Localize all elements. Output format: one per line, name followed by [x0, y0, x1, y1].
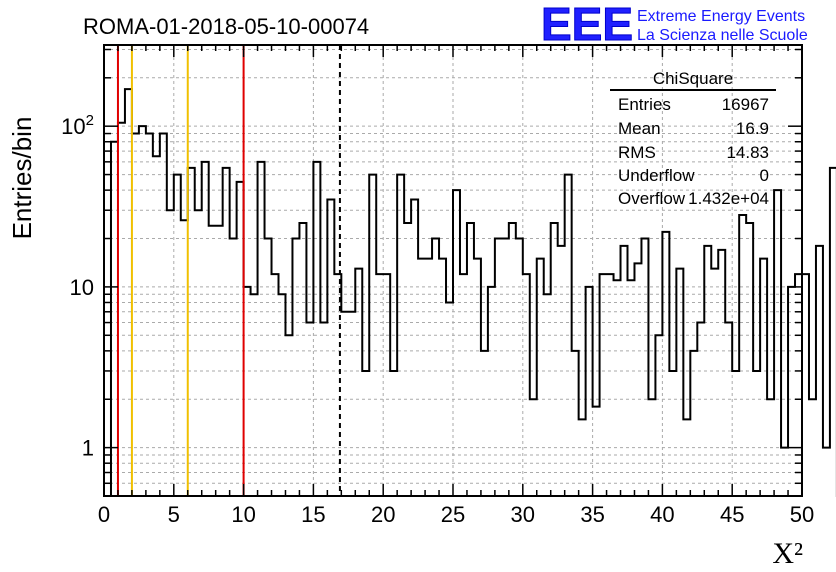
x-tick-label-10: 50	[790, 502, 814, 527]
y-axis-title: Entries/bin	[7, 117, 37, 240]
x-tick-label-4: 20	[371, 502, 395, 527]
logo-line-1: Extreme Energy Events	[637, 8, 805, 25]
x-tick-label-0: 0	[98, 502, 110, 527]
stats-entries-value: 16967	[722, 95, 769, 114]
eee-logo-mark: EEE	[541, 0, 633, 50]
stats-underflow-value: 0	[760, 166, 769, 185]
stats-entries-label: Entries	[618, 95, 671, 114]
histogram-series	[104, 88, 836, 497]
x-tick-label-9: 45	[720, 502, 744, 527]
eee-logo: EEE Extreme Energy Events La Scienza nel…	[541, 0, 808, 51]
stats-overflow-value: 1.432e+04	[688, 189, 769, 208]
x-tick-label-6: 30	[511, 502, 535, 527]
logo-line-2: La Scienza nelle Scuole	[637, 27, 808, 44]
x-tick-label-3: 15	[301, 502, 325, 527]
x-tick-label-5: 25	[441, 502, 465, 527]
stats-box: ChiSquare Entries 16967 Mean 16.9 RMS 14…	[610, 69, 776, 208]
x-tick-label-1: 5	[168, 502, 180, 527]
stats-mean-value: 16.9	[736, 119, 769, 138]
tick-labels: 0 5 10 15 20 25 30 35 40 45 50 1 10 102	[61, 112, 814, 527]
y-tick-label-1: 10	[70, 275, 94, 300]
x-tick-label-7: 35	[580, 502, 604, 527]
y-tick-label-0: 1	[82, 436, 94, 461]
stats-title: ChiSquare	[653, 69, 733, 88]
x-tick-label-8: 40	[650, 502, 674, 527]
stats-rms-value: 14.83	[726, 143, 769, 162]
stats-overflow-label: Overflow	[618, 189, 686, 208]
histogram-line	[104, 88, 836, 497]
y-tick-label-2: 102	[61, 112, 94, 139]
threshold-lines	[116, 45, 341, 496]
stats-rms-label: RMS	[618, 143, 656, 162]
x-tick-label-2: 10	[231, 502, 255, 527]
stats-mean-label: Mean	[618, 119, 661, 138]
axis-ticks	[103, 45, 803, 497]
run-title: ROMA-01-2018-05-10-00074	[83, 14, 369, 39]
x-axis-title: X²	[772, 537, 803, 570]
stats-underflow-label: Underflow	[618, 166, 695, 185]
